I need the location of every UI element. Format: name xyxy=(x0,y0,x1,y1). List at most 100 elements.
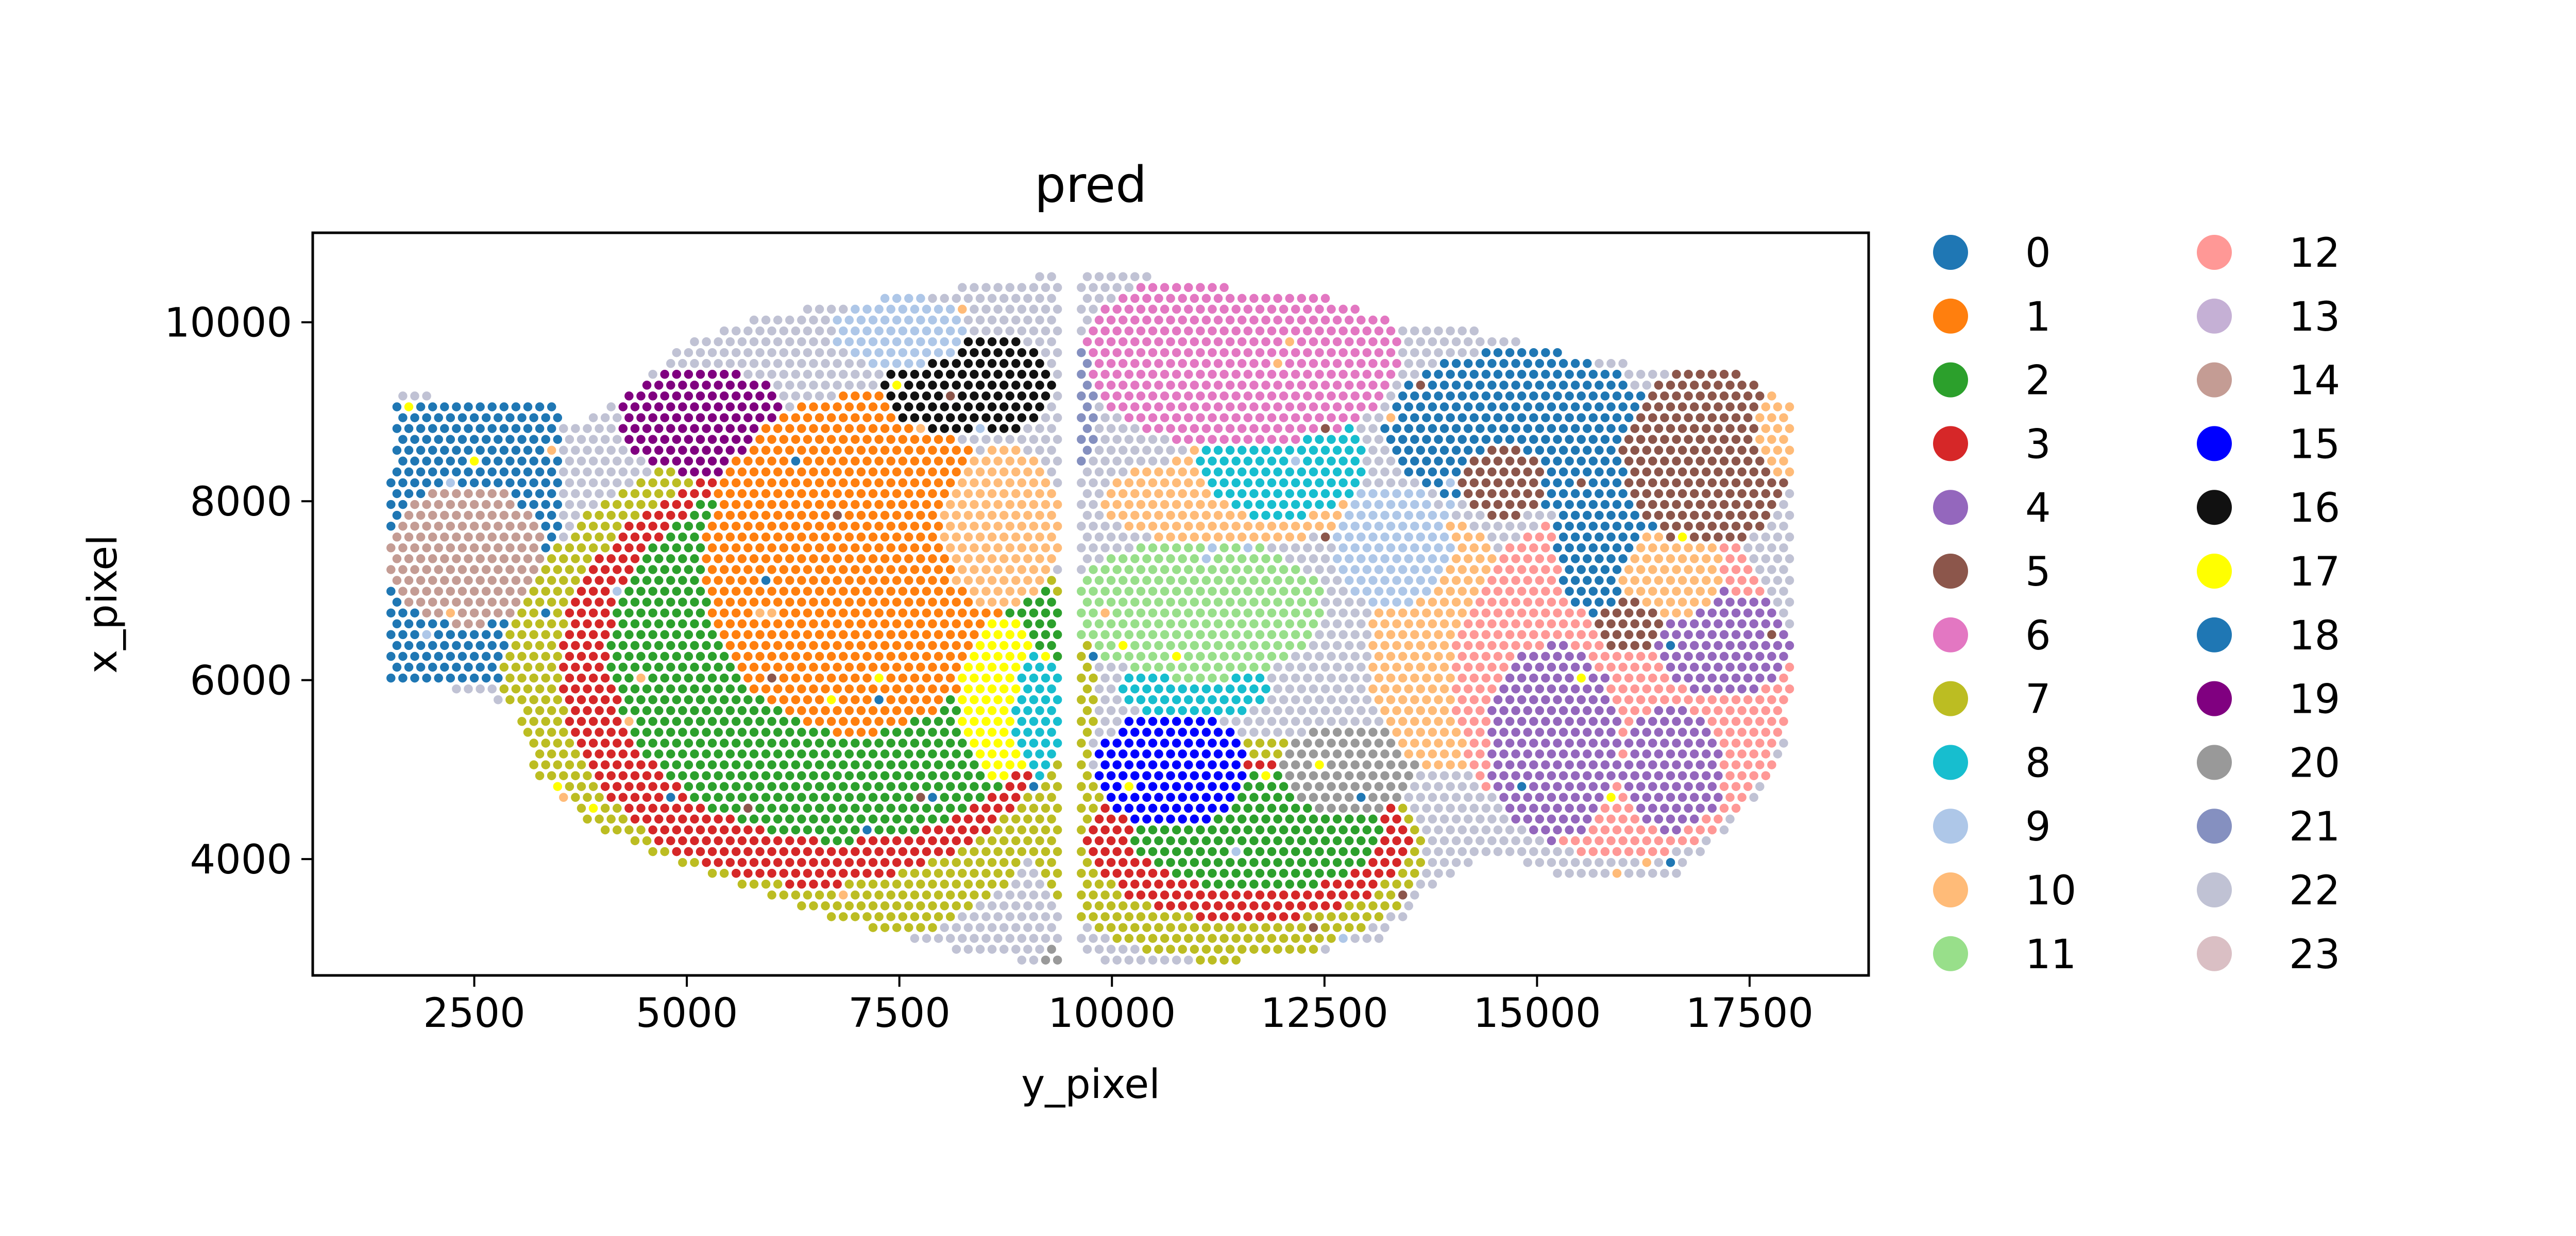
spot-point xyxy=(861,434,873,445)
spot-point xyxy=(772,510,783,521)
spot-point xyxy=(1230,412,1242,423)
spot-point xyxy=(1612,412,1622,423)
spot-point xyxy=(1427,835,1438,846)
spot-point xyxy=(618,531,629,543)
spot-point xyxy=(1427,596,1438,608)
spot-point xyxy=(1677,792,1688,803)
spot-point xyxy=(713,814,724,825)
spot-point xyxy=(1129,792,1141,803)
spot-point xyxy=(1516,607,1527,619)
spot-point xyxy=(808,510,819,521)
spot-point xyxy=(1671,868,1682,879)
spot-point xyxy=(1689,445,1700,456)
spot-point xyxy=(1284,510,1295,521)
spot-point xyxy=(814,477,825,488)
spot-point xyxy=(1225,596,1235,608)
spot-point xyxy=(1731,477,1741,488)
spot-point xyxy=(975,835,986,846)
spot-point xyxy=(951,748,962,760)
spot-point xyxy=(1391,553,1402,564)
spot-point xyxy=(1510,792,1521,803)
spot-point xyxy=(772,705,783,716)
spot-point xyxy=(1183,933,1194,944)
spot-point xyxy=(659,737,670,749)
spot-point xyxy=(486,531,498,543)
spot-point xyxy=(1349,434,1361,445)
spot-point xyxy=(409,477,420,488)
spot-point xyxy=(1004,521,1015,531)
spot-point xyxy=(1016,889,1027,901)
spot-point xyxy=(528,477,539,488)
spot-point xyxy=(1724,727,1736,738)
spot-point xyxy=(1153,814,1164,825)
spot-point xyxy=(742,499,754,510)
spot-point xyxy=(1195,694,1206,705)
spot-point xyxy=(1504,651,1515,662)
spot-point xyxy=(897,673,908,683)
spot-point xyxy=(1225,748,1235,760)
spot-point xyxy=(1379,488,1391,499)
spot-point xyxy=(1463,575,1473,586)
spot-point xyxy=(844,510,855,521)
spot-point xyxy=(528,564,539,575)
spot-point xyxy=(737,662,748,673)
spot-point xyxy=(1421,542,1432,554)
spot-point xyxy=(850,651,861,662)
spot-point xyxy=(1427,879,1438,890)
spot-point xyxy=(1570,596,1581,608)
spot-point xyxy=(749,640,759,651)
spot-point xyxy=(802,694,813,705)
spot-point xyxy=(1028,521,1039,531)
spot-point xyxy=(707,456,718,467)
spot-point xyxy=(885,889,896,901)
spot-point xyxy=(1326,673,1337,683)
spot-point xyxy=(605,640,617,651)
spot-point xyxy=(1040,694,1051,705)
spot-point xyxy=(1742,694,1753,705)
spot-point xyxy=(802,629,813,640)
spot-point xyxy=(790,477,801,488)
spot-point xyxy=(1671,781,1682,792)
spot-point xyxy=(1052,412,1063,423)
spot-point xyxy=(1111,846,1123,857)
spot-point xyxy=(814,716,825,727)
spot-point xyxy=(1076,673,1087,683)
spot-point xyxy=(630,683,640,694)
spot-point xyxy=(677,619,688,629)
spot-point xyxy=(879,553,890,564)
spot-point xyxy=(1689,531,1700,543)
spot-point xyxy=(1671,737,1682,749)
spot-point xyxy=(826,521,837,531)
spot-point xyxy=(1588,434,1599,445)
spot-point xyxy=(1719,499,1730,510)
spot-point xyxy=(641,727,652,738)
spot-point xyxy=(1534,640,1545,651)
spot-point xyxy=(1362,456,1372,467)
spot-point xyxy=(588,586,599,597)
spot-point xyxy=(451,596,462,608)
spot-point xyxy=(1046,814,1057,825)
spot-point xyxy=(992,477,1004,488)
spot-point xyxy=(1201,814,1212,825)
spot-point xyxy=(1284,770,1295,781)
spot-point xyxy=(814,499,825,510)
spot-point xyxy=(1701,792,1712,803)
spot-point xyxy=(1278,825,1289,835)
spot-point xyxy=(1421,781,1432,792)
spot-point xyxy=(987,467,997,477)
spot-point xyxy=(707,759,718,770)
spot-point xyxy=(731,803,742,814)
spot-point xyxy=(1421,607,1432,619)
spot-point xyxy=(1605,727,1617,738)
spot-point xyxy=(1594,531,1605,543)
spot-point xyxy=(1046,879,1057,890)
spot-point xyxy=(683,737,694,749)
spot-point xyxy=(1367,922,1379,933)
spot-point xyxy=(1510,835,1521,846)
spot-point xyxy=(891,727,902,738)
spot-point xyxy=(1415,640,1426,651)
spot-point xyxy=(1326,521,1337,531)
spot-point xyxy=(1218,954,1230,966)
spot-point xyxy=(1713,814,1724,825)
spot-point xyxy=(1694,499,1706,510)
